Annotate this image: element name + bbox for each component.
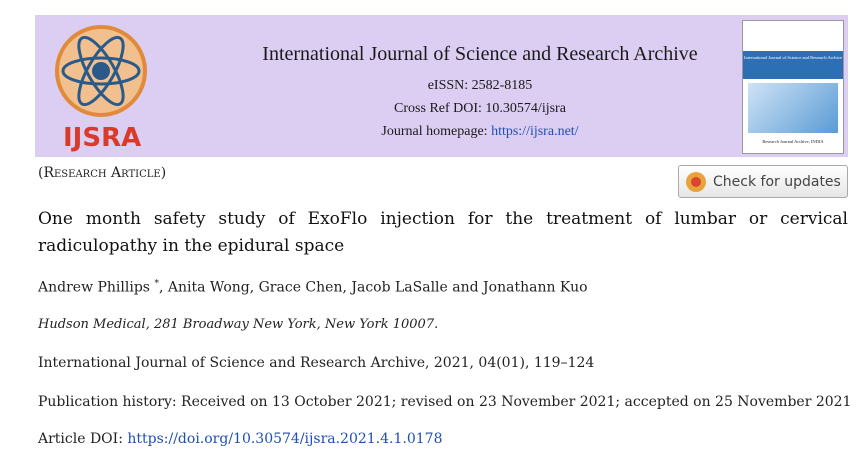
article-title: One month safety study of ExoFlo injecti…	[38, 209, 848, 256]
doi-label: Article DOI:	[38, 431, 128, 447]
cover-footer: Research Journal Archive, INDIA	[762, 139, 824, 144]
homepage-label: Journal homepage:	[381, 124, 492, 139]
article-type: (Research Article)	[38, 165, 167, 181]
crossref: Cross Ref DOI: 10.30574/ijsra	[394, 101, 566, 116]
journal-title: International Journal of Science and Res…	[262, 43, 698, 65]
logo-graphic	[55, 25, 147, 117]
cover-image	[748, 83, 838, 133]
author-mark: *	[154, 279, 159, 289]
eissn: eISSN: 2582-8185	[427, 78, 533, 93]
homepage: Journal homepage: https://ijsra.net/	[215, 124, 745, 140]
doi-link[interactable]: https://doi.org/10.30574/ijsra.2021.4.1.…	[127, 431, 443, 447]
citation: International Journal of Science and Res…	[38, 355, 595, 371]
affiliation: Hudson Medical, 281 Broadway New York, N…	[38, 317, 439, 332]
check-updates-icon	[686, 171, 706, 192]
authors: Andrew Phillips *, Anita Wong, Grace Che…	[38, 279, 588, 296]
author-rest: , Anita Wong, Grace Chen, Jacob LaSalle …	[158, 279, 588, 296]
logo-text: IJSRA	[63, 123, 142, 153]
check-updates-label: Check for updates	[713, 173, 841, 190]
cover-title: International Journal of Science and Res…	[743, 51, 843, 79]
cover: International Journal of Science and Res…	[742, 20, 844, 154]
author-first: Andrew Phillips	[38, 279, 150, 296]
history: Publication history: Received on 13 Octo…	[38, 394, 852, 410]
header-band: IJSRA International Journal of Science a…	[35, 15, 848, 157]
doi: Article DOI: https://doi.org/10.30574/ij…	[38, 431, 442, 447]
homepage-link[interactable]: https://ijsra.net/	[491, 124, 579, 139]
check-updates-button[interactable]: Check for updates	[678, 165, 848, 198]
